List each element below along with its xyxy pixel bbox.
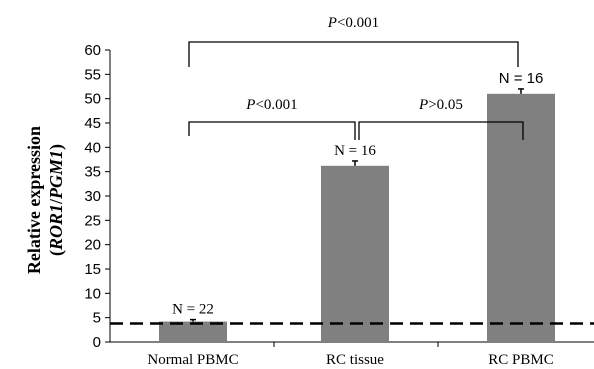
y-tick-label: 20 [84, 237, 101, 254]
y-tick-label: 0 [93, 334, 101, 351]
plot-area: 0 5 10 15 20 25 30 35 40 45 50 55 60 Normal PBMC N = 2… [84, 15, 594, 368]
sample-size-label: N = 16 [499, 70, 544, 87]
sample-size-label: N = 16 [334, 143, 376, 159]
y-tick-label: 45 [84, 115, 101, 132]
significance-bracket [358, 121, 524, 140]
y-axis-label-line1: Relative expression [24, 126, 44, 274]
x-category-label: RC PBMC [488, 352, 553, 368]
y-tick-label: 15 [84, 261, 101, 278]
y-tick-label: 5 [93, 310, 101, 327]
significance-label: P<0.001 [245, 97, 297, 113]
y-tick-label: 10 [84, 285, 101, 302]
y-tick-label: 35 [84, 164, 101, 181]
y-tick-label: 40 [84, 139, 101, 156]
y-tick-label: 60 [84, 42, 101, 59]
bar [321, 165, 389, 342]
significance-bracket [188, 41, 519, 67]
x-category-label: Normal PBMC [147, 352, 238, 368]
y-tick-label: 25 [84, 212, 101, 229]
sample-size-label: N = 22 [172, 302, 214, 318]
y-axis-label-line2: (ROR1/PGM1) [46, 144, 67, 256]
significance-bracket [188, 121, 356, 140]
x-category-label: RC tissue [326, 352, 384, 368]
y-tick-label: 50 [84, 91, 101, 108]
y-tick-label: 55 [84, 66, 101, 83]
bar [159, 321, 227, 342]
y-tick-label: 30 [84, 188, 101, 205]
significance-label: P>0.05 [418, 97, 463, 113]
y-axis-title: Relative expression (ROR1/PGM1) [24, 126, 67, 274]
significance-label: P<0.001 [327, 15, 379, 31]
bar [487, 93, 555, 342]
